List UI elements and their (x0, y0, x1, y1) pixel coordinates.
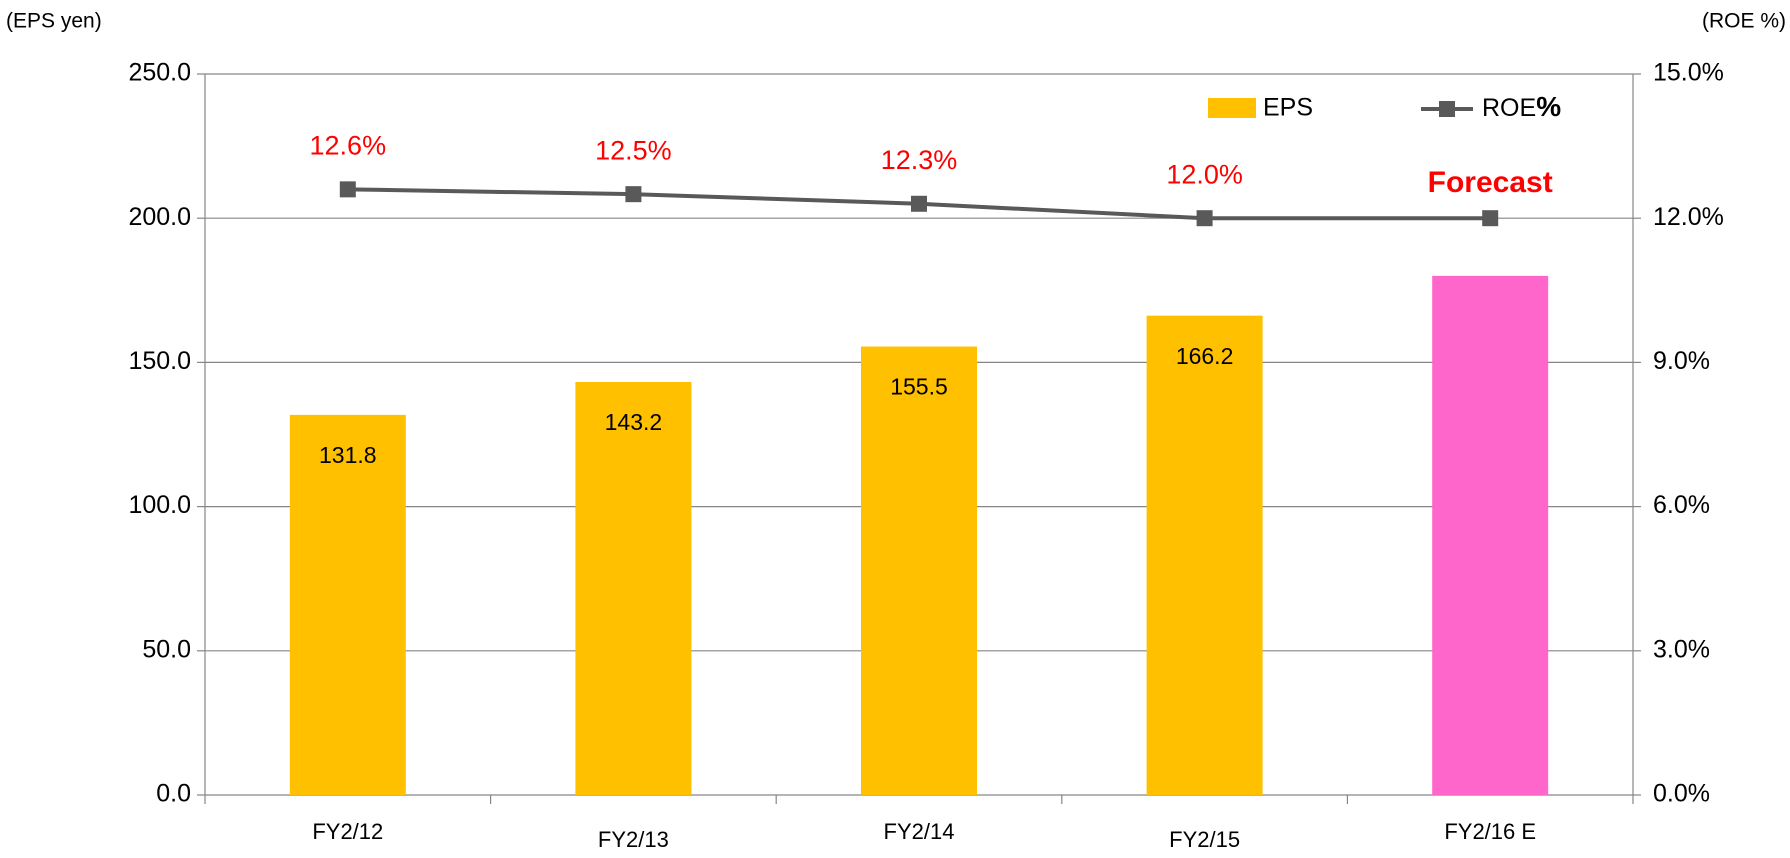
legend-label-suffix: % (1536, 91, 1561, 122)
bar-value-label: 131.8 (319, 442, 377, 468)
y2-tick-label: 3.0% (1653, 635, 1710, 663)
y2-tick-label: 0.0% (1653, 780, 1710, 808)
y2-tick-label: 15.0% (1653, 59, 1724, 87)
line-value-label: 12.5% (595, 135, 672, 165)
legend-marker (1439, 101, 1455, 117)
y2-tick-label: 9.0% (1653, 347, 1710, 375)
bar (861, 346, 977, 795)
bar-value-label: 155.5 (890, 374, 948, 400)
y-tick-label: 100.0 (128, 491, 191, 519)
legend-swatch (1208, 98, 1256, 118)
legend-label: EPS (1263, 94, 1313, 122)
bar-value-label: 166.2 (1176, 343, 1234, 369)
marker (625, 186, 642, 203)
bar (289, 414, 406, 795)
y-tick-label: 200.0 (128, 203, 191, 231)
y2-axis-label: (ROE %) (1702, 10, 1786, 33)
marker (1196, 210, 1213, 227)
marker (339, 181, 356, 198)
y-tick-label: 50.0 (142, 635, 191, 663)
y-tick-label: 150.0 (128, 347, 191, 375)
legend-label-name: ROE (1482, 94, 1536, 122)
y-tick-label: 250.0 (128, 59, 191, 87)
y-tick-label: 0.0 (156, 780, 191, 808)
line-value-label: 12.0% (1166, 159, 1243, 189)
x-tick-label: FY2/14 (884, 819, 955, 844)
x-tick-label: FY2/12 (312, 819, 383, 844)
bar (575, 382, 692, 795)
bar (1432, 275, 1549, 795)
x-tick-label: FY2/13 (598, 827, 669, 852)
marker (911, 195, 927, 212)
y-axis-label: (EPS yen) (6, 10, 102, 33)
marker (1482, 210, 1499, 227)
line-value-label: 12.3% (881, 145, 958, 175)
x-tick-label: FY2/15 (1169, 827, 1240, 852)
y2-tick-label: 12.0% (1653, 203, 1724, 231)
bar-value-label: 143.2 (605, 409, 663, 435)
annotation: Forecast (1428, 166, 1553, 199)
legend-label: ROE% (1482, 91, 1561, 122)
line-value-label: 12.6% (310, 130, 387, 160)
x-tick-label: FY2/16 E (1444, 819, 1536, 844)
bar (1146, 315, 1263, 795)
y2-tick-label: 6.0% (1653, 491, 1710, 519)
